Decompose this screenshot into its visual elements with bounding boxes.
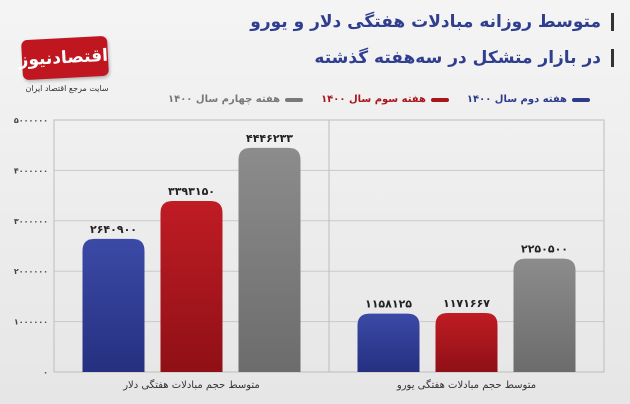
chart-title-line2: در بازار متشکل در سه‌هفته گذشته xyxy=(314,48,614,68)
bar-series2 xyxy=(435,312,498,372)
x-axis-labels: متوسط حجم مبادلات هفتگی دلار متوسط حجم مب… xyxy=(122,379,536,391)
legend-item-series2: هفته سوم سال ۱۴۰۰ xyxy=(321,94,449,105)
y-tick-label: ۳۰۰۰۰۰۰ xyxy=(14,217,48,226)
legend-swatch-series1 xyxy=(572,97,590,102)
chart-title-line1: متوسط روزانه مبادلات هفتگی دلار و یورو xyxy=(250,12,614,32)
bar-value-label: ۱۱۵۸۱۲۵ xyxy=(365,298,412,311)
legend-label-series1: هفته دوم سال ۱۴۰۰ xyxy=(466,94,567,105)
bar-value-label: ۲۶۴۰۹۰۰ xyxy=(90,223,137,236)
legend: هفته دوم سال ۱۴۰۰ هفته سوم سال ۱۴۰۰ هفته… xyxy=(168,94,590,105)
y-axis-ticks: ۰ ۱۰۰۰۰۰۰ ۲۰۰۰۰۰۰ ۳۰۰۰۰۰۰ ۴۰۰۰۰۰۰ ۵۰۰۰۰۰۰ xyxy=(14,116,48,377)
legend-item-series1: هفته دوم سال ۱۴۰۰ xyxy=(467,94,590,105)
y-tick-label: ۰ xyxy=(43,368,48,377)
logo-tagline: سایت مرجع اقتصاد ایران xyxy=(25,84,109,93)
bars xyxy=(82,147,576,372)
logo: اقتصادنیوز سایت مرجع اقتصاد ایران xyxy=(18,35,118,96)
bar-series1 xyxy=(82,238,145,372)
legend-label-series2: هفته سوم سال ۱۴۰۰ xyxy=(321,94,426,105)
legend-swatch-series3 xyxy=(285,97,304,102)
bar-value-label: ۴۴۴۶۲۳۳ xyxy=(246,132,293,145)
bar-value-label: ۳۳۹۳۱۵۰ xyxy=(168,185,215,198)
x-category-label: متوسط حجم مبادلات هفتگی دلار xyxy=(122,379,260,391)
bar-series3 xyxy=(238,147,301,372)
y-tick-label: ۴۰۰۰۰۰۰ xyxy=(14,166,48,175)
bar-value-label: ۱۱۷۱۶۶۷ xyxy=(443,297,490,310)
bar-series3 xyxy=(513,258,576,372)
bar-series2 xyxy=(160,200,223,372)
legend-swatch-series2 xyxy=(430,97,449,102)
y-tick-label: ۵۰۰۰۰۰۰ xyxy=(14,116,48,125)
header: متوسط روزانه مبادلات هفتگی دلار و یورو د… xyxy=(0,0,630,93)
x-category-label: متوسط حجم مبادلات هفتگی یورو xyxy=(396,379,536,391)
bar-series1 xyxy=(357,313,420,372)
legend-item-series3: هفته چهارم سال ۱۴۰۰ xyxy=(168,94,304,105)
logo-mark: اقتصادنیوز xyxy=(18,35,109,81)
y-tick-label: ۱۰۰۰۰۰۰ xyxy=(14,318,48,327)
legend-label-series3: هفته چهارم سال ۱۴۰۰ xyxy=(168,94,281,105)
bar-value-label: ۲۲۵۰۵۰۰ xyxy=(521,243,568,256)
bar-chart: ۰ ۱۰۰۰۰۰۰ ۲۰۰۰۰۰۰ ۳۰۰۰۰۰۰ ۴۰۰۰۰۰۰ ۵۰۰۰۰۰۰ ۲۶۴… xyxy=(14,116,605,391)
y-tick-label: ۲۰۰۰۰۰۰ xyxy=(14,267,48,276)
bar-labels: ۲۶۴۰۹۰۰ ۳۳۹۳۱۵۰ ۴۴۴۶۲۳۳ ۱۱۵۸۱۲۵ ۱۱۷۱۶۶۷ ۲۲۵۰۵… xyxy=(90,132,568,311)
